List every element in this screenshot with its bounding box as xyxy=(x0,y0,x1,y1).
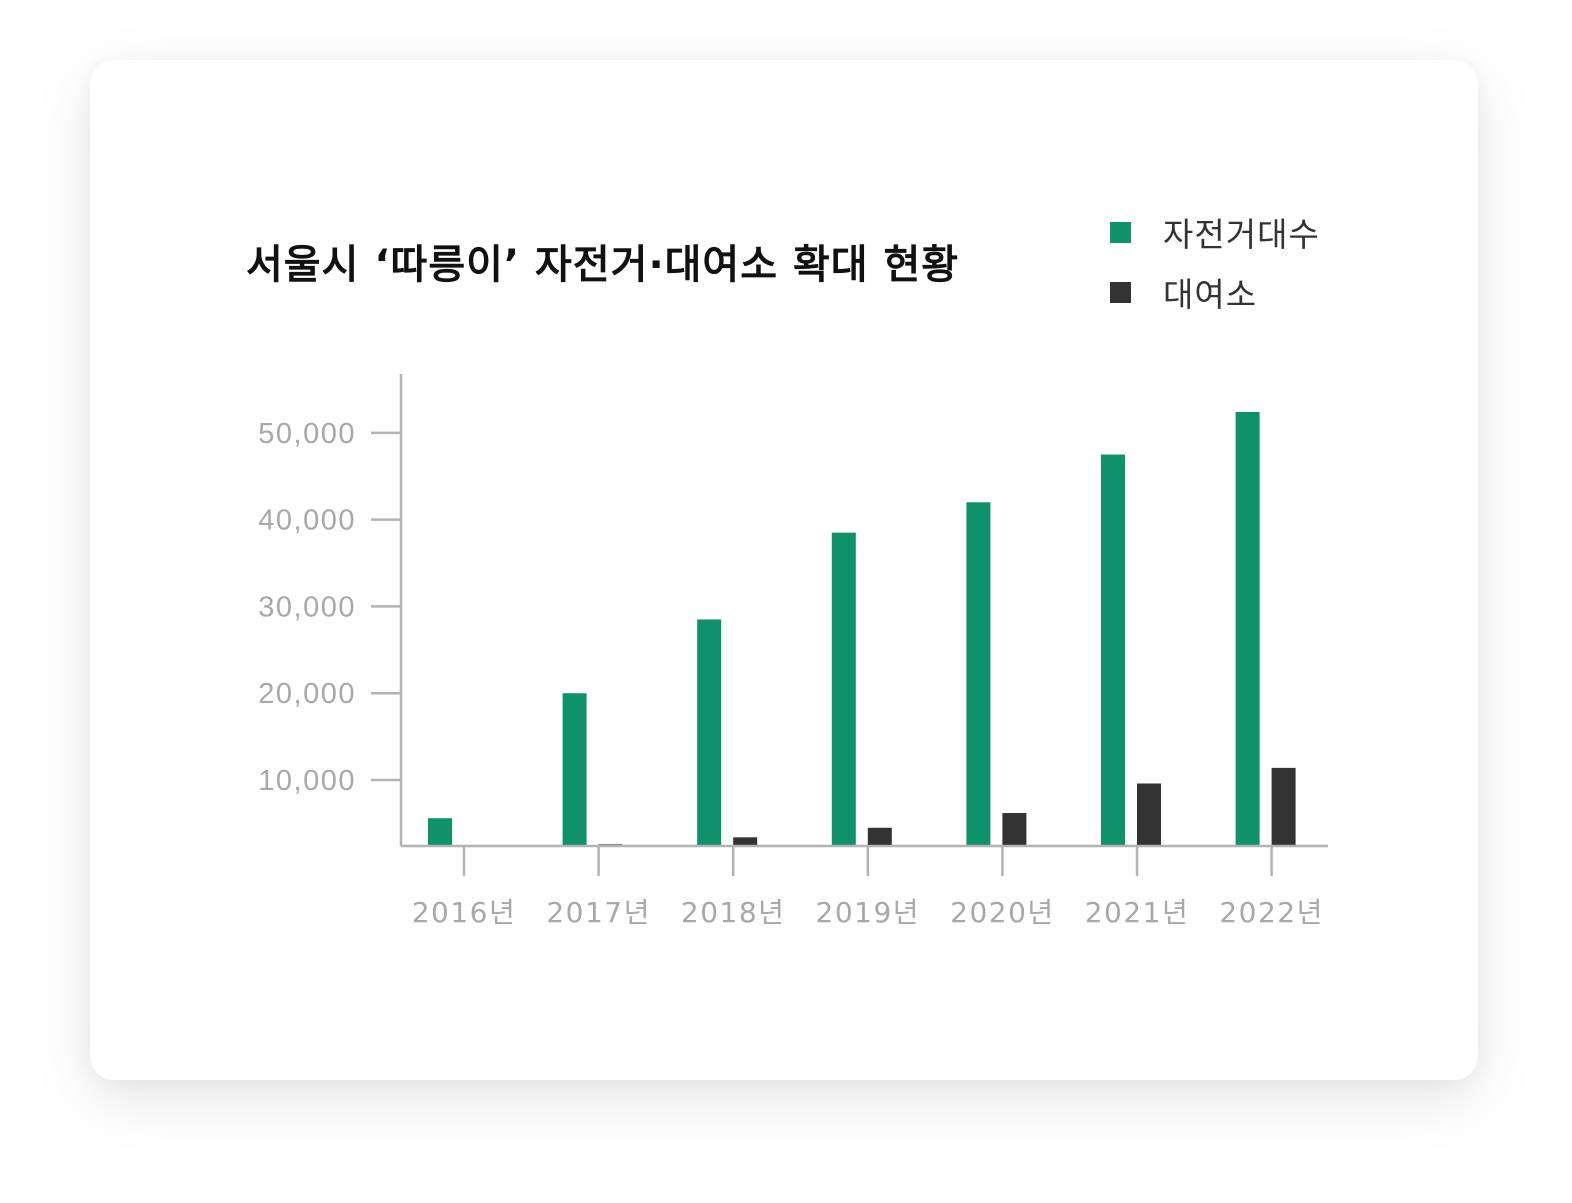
x-tick-label: 2019년 xyxy=(816,896,921,929)
bar-stations xyxy=(1137,783,1161,846)
legend-label-stations: 대여소 xyxy=(1163,275,1258,314)
bar-bicycles xyxy=(697,619,722,846)
y-tick-label: 10,000 xyxy=(258,765,356,797)
legend-swatch-stations xyxy=(1110,281,1131,303)
legend-swatch-bicycles xyxy=(1110,221,1131,243)
x-tick-label: 2016년 xyxy=(412,896,517,929)
x-tick-label: 2018년 xyxy=(681,896,786,929)
chart-title: 서울시 ‘따릉이’ 자전거·대여소 확대 현황 xyxy=(246,242,960,288)
bar-bicycles xyxy=(966,502,991,846)
bar-stations xyxy=(733,837,758,846)
bar-stations xyxy=(1002,813,1027,846)
bar-bicycles xyxy=(1101,454,1125,846)
bar-bicycles xyxy=(562,693,587,846)
x-tick-label: 2022년 xyxy=(1219,896,1324,929)
bar-stations xyxy=(867,827,892,846)
legend-item-stations: 대여소 xyxy=(1110,268,1320,316)
y-tick-label: 50,000 xyxy=(258,418,356,450)
legend: 자전거대수 대여소 xyxy=(1110,208,1320,328)
y-tick-label: 40,000 xyxy=(258,505,356,537)
bar-bicycles xyxy=(1235,412,1260,846)
bar-bicycles xyxy=(428,818,452,846)
y-tick-label: 30,000 xyxy=(258,591,356,623)
bar-bicycles xyxy=(831,532,856,846)
x-tick-label: 2021년 xyxy=(1085,896,1190,929)
x-tick-label: 2017년 xyxy=(546,896,651,929)
bar-stations xyxy=(1271,767,1296,846)
y-tick-label: 20,000 xyxy=(258,678,356,710)
legend-item-bicycles: 자전거대수 xyxy=(1110,208,1320,256)
legend-label-bicycles: 자전거대수 xyxy=(1163,215,1320,254)
x-tick-label: 2020년 xyxy=(950,896,1055,929)
